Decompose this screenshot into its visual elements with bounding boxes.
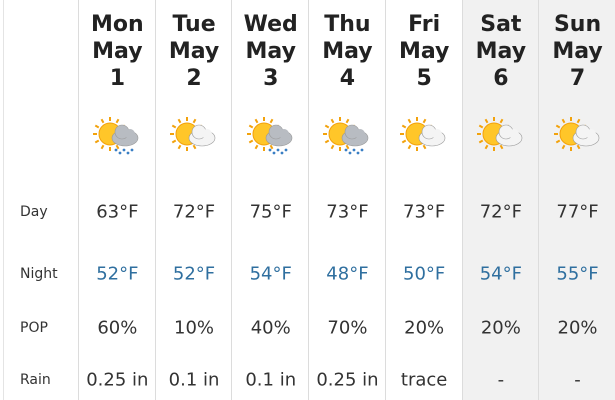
night-value: 50°F: [403, 263, 446, 285]
weather-icon: [246, 117, 293, 155]
weather-icon: [170, 117, 216, 151]
pop-value: 60%: [97, 317, 138, 339]
column-header: 3: [263, 66, 279, 91]
night-value: 54°F: [249, 263, 292, 285]
rain-value: trace: [400, 369, 448, 391]
night-value: 52°F: [96, 263, 139, 285]
pop-value: 10%: [174, 317, 215, 339]
night-value: 55°F: [556, 263, 599, 285]
column-header: 6: [493, 66, 509, 91]
rain-value: 0.25 in: [316, 369, 379, 391]
row-label: POP: [20, 320, 48, 336]
pop-value: 70%: [327, 317, 368, 339]
rain-value: 0.1 in: [168, 369, 220, 391]
day-column: Sun May 7 77°F 55°F 20% -: [538, 0, 615, 400]
weather-icon: [553, 117, 599, 151]
column-header: 1: [109, 66, 125, 91]
rain-value: -: [497, 369, 505, 391]
rain-value: 0.25 in: [86, 369, 149, 391]
weather-icon: [323, 117, 369, 155]
column-header: Sat: [480, 12, 522, 37]
day-column: Thu May 4 73°F 48°F 70% 0.25 in: [308, 0, 386, 400]
night-value: 48°F: [326, 263, 369, 285]
day-value: 72°F: [479, 201, 522, 223]
column-header: Thu: [324, 12, 371, 37]
weather-icon: [400, 117, 446, 151]
day-value: 63°F: [96, 201, 139, 223]
day-value: 72°F: [172, 201, 216, 223]
night-value: 52°F: [172, 263, 216, 285]
row-label: Night: [20, 266, 58, 282]
rain-value: -: [574, 369, 581, 391]
column-header: May: [92, 39, 143, 64]
column-header: Fri: [408, 12, 441, 37]
column-header: Mon: [91, 12, 144, 37]
weather-icon: [476, 117, 523, 151]
night-value: 54°F: [479, 263, 522, 285]
column-header: May: [552, 39, 603, 64]
column-header: May: [475, 39, 527, 64]
column-header: 7: [569, 66, 586, 91]
day-value: 73°F: [403, 201, 446, 223]
day-column: Sat May 6 72°F 54°F 20% -: [461, 0, 540, 400]
column-header: May: [245, 39, 296, 64]
column-header: Sun: [553, 12, 602, 37]
column-header: May: [168, 39, 220, 64]
day-column: Mon May 1 63°F 52°F 60% 0.25 in: [78, 0, 156, 400]
pop-value: 20%: [404, 317, 445, 339]
weather-icon: [93, 117, 139, 155]
pop-value: 20%: [557, 317, 598, 339]
column-header: Wed: [243, 12, 298, 37]
row-label: Day: [20, 204, 48, 220]
day-value: 73°F: [326, 201, 369, 223]
pop-value: 40%: [250, 317, 291, 339]
rain-value: 0.1 in: [245, 369, 297, 391]
column-header: 5: [416, 66, 432, 91]
day-value: 75°F: [249, 201, 292, 223]
day-column: Wed May 3 75°F 54°F 40% 0.1 in: [231, 0, 309, 400]
left-border: [3, 0, 4, 400]
day-value: 77°F: [556, 201, 599, 223]
day-column: Tue May 2 72°F 52°F 10% 0.1 in: [154, 0, 233, 400]
pop-value: 20%: [480, 317, 521, 339]
column-header: 4: [339, 66, 356, 91]
column-header: May: [322, 39, 373, 64]
column-header: 2: [186, 66, 202, 91]
column-header: May: [398, 39, 450, 64]
column-header: Tue: [172, 12, 216, 37]
row-label: Rain: [20, 372, 51, 388]
day-column: Fri May 5 73°F 50°F 20% trace: [384, 0, 463, 400]
